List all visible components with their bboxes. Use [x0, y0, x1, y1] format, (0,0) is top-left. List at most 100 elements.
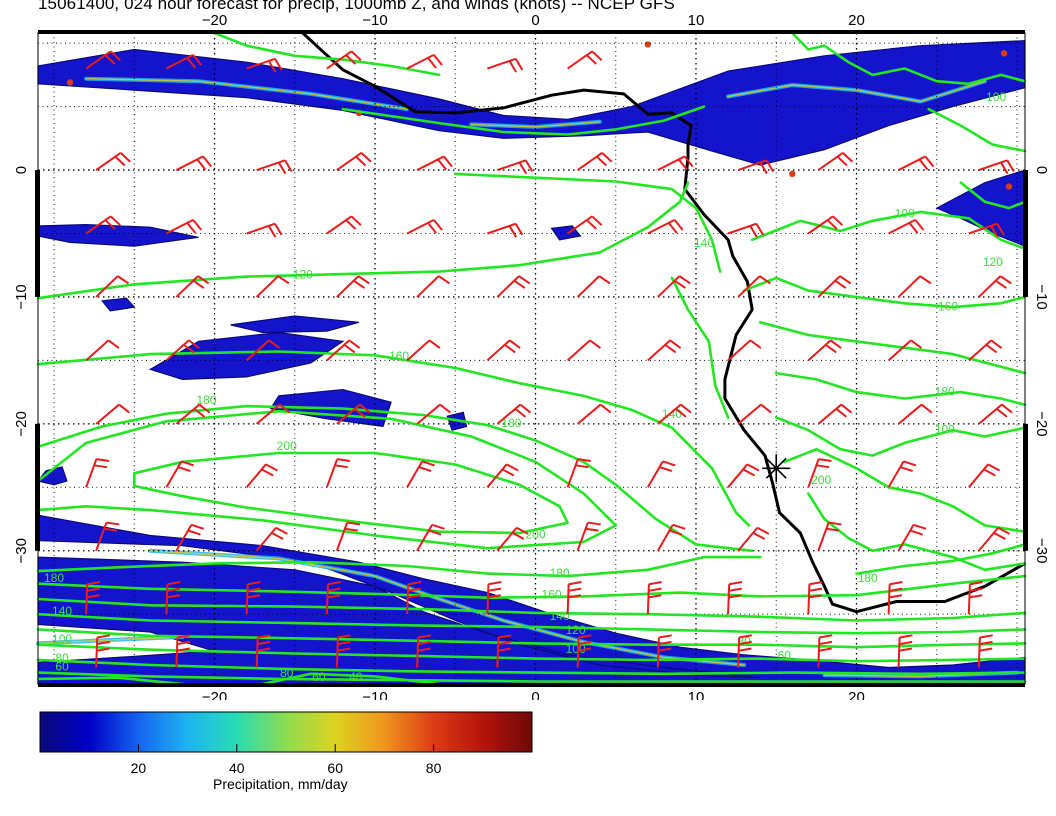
barb-flag — [596, 155, 607, 167]
barb-shaft — [255, 275, 279, 298]
wind-barb — [246, 57, 283, 73]
barb-shaft — [406, 54, 435, 70]
contour-label: 200 — [811, 473, 831, 487]
barb-shaft — [567, 215, 593, 235]
barb-flag — [993, 531, 1006, 540]
contour-line — [133, 451, 569, 535]
wind-barb — [165, 54, 203, 70]
contour-label: 100 — [895, 207, 915, 221]
barb-flag — [577, 458, 591, 462]
barb-flag — [825, 343, 837, 354]
barb-shaft — [576, 637, 580, 668]
barb-flag — [818, 640, 833, 646]
lat-tick-label-left: −20 — [13, 411, 30, 436]
barb-flag — [979, 634, 993, 639]
wind-barb — [255, 634, 271, 668]
barb-shaft — [95, 403, 120, 425]
frame-top-bar — [38, 30, 1025, 34]
wind-barb — [656, 634, 672, 668]
barb-flag — [985, 343, 998, 354]
barb-shaft — [175, 403, 201, 425]
wind-barb — [95, 275, 130, 298]
barb-shaft — [737, 159, 767, 171]
barb-flag — [337, 634, 351, 639]
contour-line — [774, 371, 1027, 407]
wind-barb — [968, 463, 1001, 488]
barb-shaft — [807, 584, 811, 615]
barb-flag — [899, 640, 913, 646]
barb-flag — [913, 523, 927, 530]
barb-shaft — [326, 50, 353, 70]
barb-flag — [511, 531, 525, 540]
barb-flag — [107, 339, 120, 349]
barb-shaft — [737, 527, 759, 552]
wind-barb — [888, 218, 925, 235]
contour-label: 180 — [858, 571, 878, 585]
barb-flag — [345, 219, 357, 230]
lat-tick-label-left: −10 — [13, 284, 30, 309]
barb-flag — [832, 215, 844, 226]
barb-flag — [899, 647, 913, 652]
contour-label: 120 — [566, 623, 586, 637]
contour-label: 120 — [293, 268, 313, 282]
wind-barb — [85, 215, 121, 235]
barb-flag — [828, 521, 842, 526]
barb-flag — [267, 60, 277, 73]
wind-barb — [406, 218, 443, 235]
barb-flag — [759, 161, 768, 175]
barb-shaft — [255, 403, 281, 425]
contour-line — [261, 672, 441, 686]
contour-line — [758, 320, 1027, 375]
wind-barb — [737, 275, 771, 298]
barb-shaft — [416, 637, 420, 668]
barb-shaft — [175, 275, 199, 298]
contour-label: 180 — [550, 566, 570, 580]
lon-tick-label-top: −10 — [362, 12, 387, 29]
barb-shaft — [95, 275, 119, 298]
wind-barb — [175, 403, 211, 425]
barb-flag — [268, 339, 281, 349]
barb-flag — [181, 460, 195, 467]
barb-flag — [601, 152, 613, 163]
barb-flag — [749, 225, 758, 238]
barb-flag — [188, 339, 200, 349]
barb-flag — [765, 159, 774, 172]
barb-flag — [504, 343, 516, 354]
barb-flag — [327, 581, 341, 586]
barb-flag — [839, 275, 852, 285]
frame-right-bar — [1023, 423, 1028, 551]
wind-barb — [326, 50, 362, 70]
contour-label: 200 — [525, 528, 545, 542]
barb-shaft — [657, 155, 686, 171]
lat-lon-grid — [38, 33, 1025, 684]
lon-tick-label-bottom: 10 — [688, 689, 705, 700]
contour-label: 60 — [778, 648, 792, 662]
contour-label: 100 — [52, 632, 72, 646]
wind-barb — [977, 634, 993, 668]
barb-flag — [842, 152, 854, 163]
wind-barb — [566, 581, 582, 615]
barb-flag — [120, 152, 131, 163]
barb-flag — [167, 587, 181, 592]
contour-label: 100 — [566, 642, 586, 656]
barb-flag — [106, 521, 120, 526]
barb-flag — [675, 408, 687, 418]
barb-flag — [680, 403, 692, 414]
barb-shaft — [577, 152, 603, 171]
wind-barb — [566, 458, 591, 488]
barb-flag — [648, 594, 662, 599]
barb-shaft — [727, 584, 731, 615]
barb-shaft — [897, 275, 921, 298]
barb-flag — [438, 275, 451, 285]
wind-barb — [256, 159, 293, 175]
precip-peak — [789, 170, 796, 178]
coastline — [301, 31, 1026, 614]
barb-flag — [274, 58, 283, 71]
barb-flag — [197, 275, 210, 285]
barb-shaft — [576, 522, 589, 552]
contour-label: 160 — [542, 587, 562, 601]
barb-shaft — [95, 637, 99, 668]
wind-barb — [577, 152, 613, 171]
colorbar-border — [39, 711, 533, 753]
wind-barb — [325, 458, 351, 488]
